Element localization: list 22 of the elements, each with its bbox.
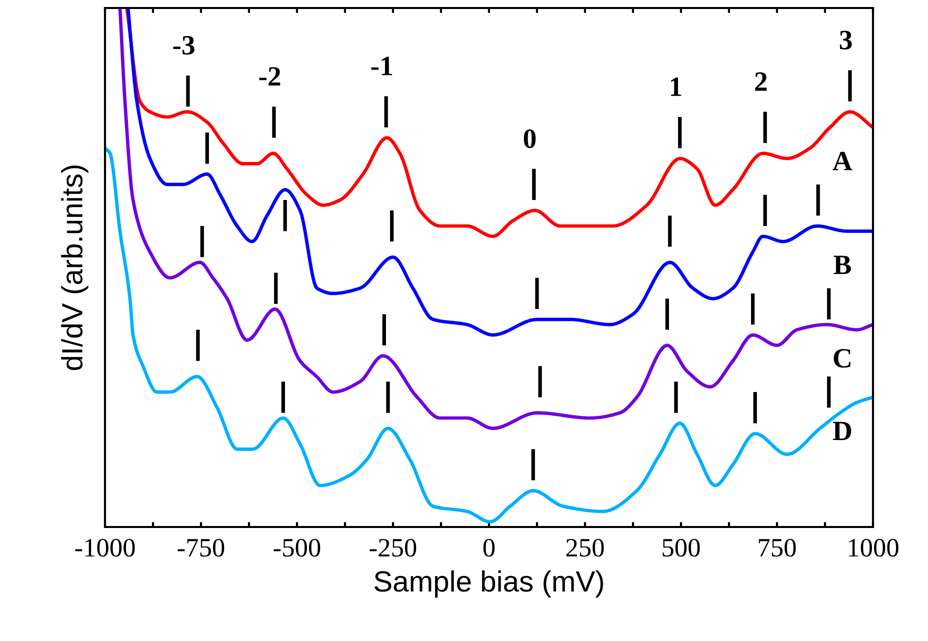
annotation: -3 (173, 36, 194, 55)
series-label: D (832, 422, 852, 440)
annotation: 2 (755, 72, 767, 91)
x-tick-label: 250 (566, 538, 604, 557)
x-tick-label: -1000 (75, 538, 135, 557)
annotation: 3 (840, 30, 852, 50)
x-tick-label: 500 (662, 538, 700, 557)
x-tick-label: 0 (483, 538, 495, 557)
x-tick-label: 1000 (848, 538, 898, 557)
x-tick-label: -750 (178, 538, 224, 557)
x-tick-label: 750 (758, 538, 796, 557)
annotation: -2 (259, 67, 280, 86)
x-tick-label: -250 (370, 538, 416, 557)
series-label: A (832, 152, 852, 170)
x-tick-label: -500 (274, 538, 320, 557)
x-axis-title: Sample bias (mV) (374, 570, 604, 598)
series-label: C (834, 348, 850, 368)
series-label: B (834, 256, 851, 274)
annotation: 1 (670, 78, 682, 96)
y-axis-title: dI/dV (arb.units) (61, 166, 88, 370)
annotation: -1 (371, 56, 392, 76)
annotation: 0 (524, 129, 536, 148)
